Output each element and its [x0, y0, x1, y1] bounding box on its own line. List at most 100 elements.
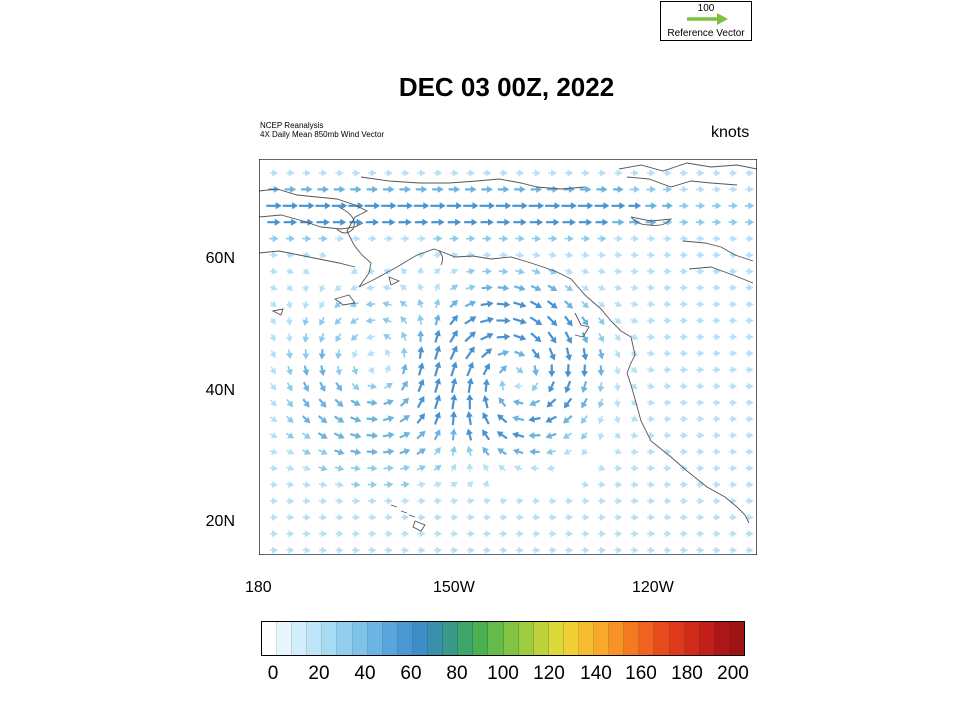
- wind-vector-arrow: [614, 349, 621, 359]
- wind-vector-arrow: [744, 202, 755, 210]
- wind-vector-arrow: [745, 317, 754, 325]
- wind-vector-arrow: [269, 431, 278, 439]
- wind-vector-arrow: [368, 513, 377, 521]
- wind-vector-arrow: [383, 399, 394, 406]
- wind-vector-arrow: [596, 185, 608, 193]
- colorbar-swatch: [654, 622, 670, 655]
- wind-vector-arrow: [446, 202, 463, 210]
- wind-vector-arrow: [267, 218, 281, 226]
- wind-vector-arrow: [498, 235, 509, 243]
- wind-vector-arrow: [679, 349, 689, 357]
- wind-vector-arrow: [433, 283, 440, 292]
- wind-vector-arrow: [433, 447, 441, 456]
- wind-vector-arrow: [382, 300, 392, 308]
- colorbar-swatch: [729, 622, 744, 655]
- wind-vector-arrow: [417, 169, 426, 177]
- wind-vector-arrow: [712, 530, 721, 538]
- wind-vector-arrow: [350, 415, 362, 423]
- wind-vector-arrow: [597, 332, 605, 343]
- wind-vector-arrow: [564, 315, 573, 327]
- wind-vector-arrow: [319, 513, 328, 521]
- wind-vector-arrow: [612, 218, 625, 226]
- wind-vector-arrow: [466, 462, 474, 472]
- wind-vector-arrow: [595, 218, 609, 226]
- wind-vector-arrow: [613, 415, 621, 424]
- wind-vector-arrow: [433, 169, 443, 177]
- wind-vector-arrow: [367, 235, 377, 243]
- colorbar-swatch: [518, 622, 534, 655]
- wind-vector-arrow: [581, 267, 590, 275]
- wind-vector-arrow: [628, 202, 642, 210]
- wind-vector-arrow: [384, 497, 394, 505]
- wind-vector-arrow: [482, 169, 492, 177]
- wind-vector-arrow: [696, 513, 705, 521]
- wind-vector-arrow: [434, 394, 442, 410]
- colorbar-swatch: [503, 622, 519, 655]
- colorbar-swatch: [699, 622, 715, 655]
- wind-vector-arrow: [565, 546, 574, 554]
- wind-vector-arrow: [269, 530, 279, 538]
- wind-vector-arrow: [729, 284, 738, 292]
- wind-vector-arrow: [384, 364, 391, 374]
- wind-vector-arrow: [614, 464, 623, 472]
- wind-vector-arrow: [679, 546, 689, 554]
- wind-vector-arrow: [433, 429, 441, 441]
- wind-vector-arrow: [400, 267, 408, 275]
- wind-vector-arrow: [366, 349, 375, 357]
- wind-vector-arrow: [417, 298, 425, 308]
- colorbar-tick-label: 200: [717, 663, 749, 684]
- wind-vector-arrow: [483, 463, 490, 472]
- wind-vector-arrow: [318, 481, 328, 488]
- colorbar-swatch: [458, 622, 474, 655]
- wind-vector-arrow: [333, 185, 346, 193]
- wind-vector-arrow: [433, 464, 442, 472]
- wind-vector-arrow: [712, 497, 721, 505]
- wind-vector-arrow: [285, 235, 296, 243]
- wind-vector-map: [259, 159, 757, 555]
- wind-vector-arrow: [301, 415, 311, 424]
- wind-vector-arrow: [545, 432, 557, 439]
- wind-vector-arrow: [483, 513, 492, 521]
- wind-vector-arrow: [351, 546, 361, 554]
- wind-vector-arrow: [466, 513, 475, 521]
- wind-vector-arrow: [515, 366, 524, 374]
- wind-vector-arrow: [432, 185, 444, 193]
- y-axis-label-40n: 40N: [205, 382, 235, 399]
- wind-vector-arrow: [613, 399, 621, 408]
- wind-vector-arrow: [630, 513, 639, 521]
- wind-vector-arrow: [381, 202, 397, 210]
- wind-vector-arrow: [679, 333, 689, 341]
- wind-vector-arrow: [512, 399, 524, 406]
- wind-vector-arrow: [466, 428, 473, 441]
- wind-vector-arrow: [516, 513, 524, 521]
- wind-vector-arrow: [729, 513, 738, 521]
- wind-vector-arrow: [647, 300, 656, 308]
- wind-vector-arrow: [614, 284, 623, 292]
- wind-vector-arrow: [663, 497, 672, 505]
- wind-vector-arrow: [416, 430, 426, 440]
- colorbar-swatch: [684, 622, 700, 655]
- wind-vector-arrow: [350, 448, 362, 456]
- wind-vector-arrow: [351, 235, 361, 243]
- wind-vector-arrow: [696, 251, 705, 259]
- wind-vector-arrow: [679, 497, 689, 505]
- colorbar-tick-label: 160: [625, 663, 657, 684]
- wind-vector-arrow: [466, 530, 475, 538]
- wind-vector-arrow: [630, 546, 639, 554]
- wind-vector-arrow: [383, 464, 394, 472]
- wind-vector-arrow: [745, 415, 754, 423]
- wind-vector-arrow: [598, 481, 606, 489]
- wind-vector-arrow: [433, 411, 441, 425]
- wind-vector-arrow: [447, 218, 462, 226]
- wind-vector-arrow: [384, 546, 393, 554]
- wind-vector-arrow: [334, 464, 345, 472]
- wind-vector-arrow: [349, 300, 359, 308]
- wind-vector-arrow: [283, 218, 298, 226]
- wind-vector-arrow: [579, 185, 592, 193]
- wind-vector-arrow: [365, 300, 376, 308]
- wind-vector-arrow: [383, 185, 395, 193]
- wind-vector-arrow: [417, 513, 426, 521]
- wind-vector-arrow: [515, 235, 525, 243]
- wind-vector-arrow: [368, 169, 377, 177]
- wind-vector-arrow: [546, 398, 557, 408]
